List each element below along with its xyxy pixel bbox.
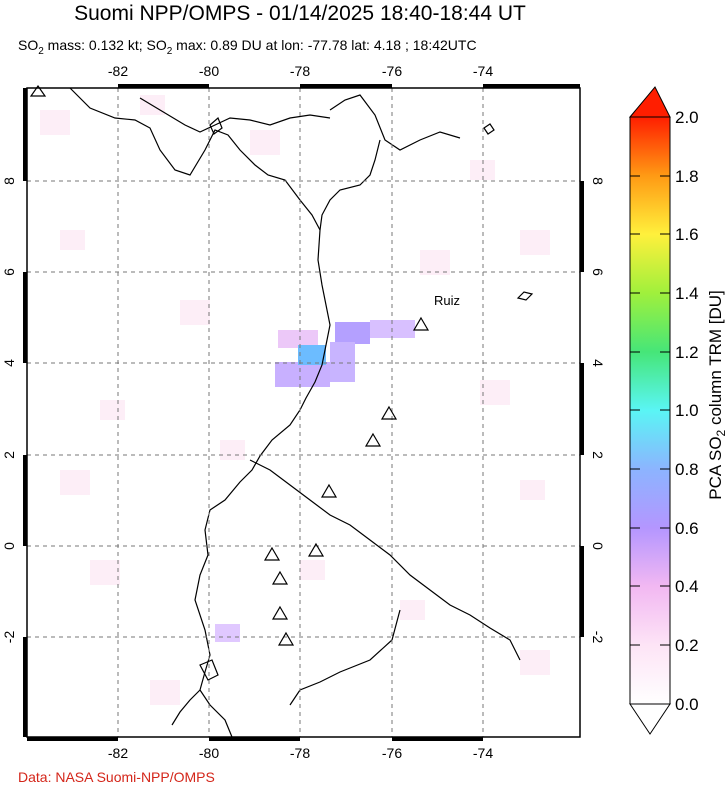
volcano-marker [320, 483, 338, 498]
svg-text:-80: -80 [199, 745, 219, 761]
svg-text:-78: -78 [290, 745, 310, 761]
volcano-marker [412, 316, 430, 331]
svg-text:1.4: 1.4 [675, 284, 699, 303]
background-pixels [40, 95, 550, 705]
svg-text:0.8: 0.8 [675, 460, 699, 479]
svg-text:8: 8 [590, 177, 606, 185]
svg-text:-2: -2 [590, 631, 606, 644]
coastlines [69, 87, 534, 738]
subtitle-so2-a: SO [18, 37, 39, 53]
svg-text:1.0: 1.0 [675, 401, 699, 420]
svg-text:1.2: 1.2 [675, 343, 699, 362]
volcano-marker [364, 432, 382, 447]
volcano-marker [271, 605, 289, 620]
lat-labels-right: 8 6 4 2 0 -2 [590, 177, 606, 643]
colorbar-top-arrow [628, 86, 671, 118]
svg-text:6: 6 [590, 268, 606, 276]
svg-text:4: 4 [590, 359, 606, 367]
colorbar-title: PCA SO2 column TRM [DU] [706, 290, 727, 500]
lon-labels-bottom: -82 -80 -78 -76 -74 [108, 745, 493, 761]
svg-text:0.6: 0.6 [675, 519, 699, 538]
svg-text:-76: -76 [382, 745, 402, 761]
lon-labels-top: -82 -80 -78 -76 -74 [108, 63, 493, 79]
lat-labels-left: 8 6 4 2 0 -2 [1, 177, 17, 643]
volcano-marker [307, 542, 325, 557]
svg-text:-76: -76 [382, 63, 402, 79]
volcano-marker [277, 631, 295, 646]
svg-text:0.4: 0.4 [675, 577, 699, 596]
svg-text:-78: -78 [290, 63, 310, 79]
colorbar-labels: 2.0 1.8 1.6 1.4 1.2 1.0 0.8 0.6 0.4 0.2 … [675, 108, 699, 714]
volcano-marker [29, 84, 47, 97]
svg-text:4: 4 [1, 359, 17, 367]
subtitle-sub-a: 2 [38, 45, 44, 57]
svg-text:-80: -80 [199, 63, 219, 79]
volcano-marker [263, 546, 281, 561]
subtitle-max-text: max: 0.89 DU at lon: -77.78 lat: 4.18 ; … [172, 37, 477, 53]
map-subtitle: SO2 mass: 0.132 kt; SO2 max: 0.89 DU at … [18, 37, 477, 57]
so2-plume [215, 320, 415, 642]
svg-text:-74: -74 [473, 745, 493, 761]
volcano-label-ruiz: Ruiz [434, 293, 460, 308]
svg-text:2: 2 [1, 451, 17, 459]
map-frame [23, 84, 584, 741]
svg-text:0.0: 0.0 [675, 695, 699, 714]
svg-text:0: 0 [590, 542, 606, 550]
svg-text:-82: -82 [108, 745, 128, 761]
colorbar-bottom-arrow [629, 703, 671, 735]
svg-text:-2: -2 [1, 631, 17, 644]
svg-text:2: 2 [590, 451, 606, 459]
svg-text:-82: -82 [108, 63, 128, 79]
svg-text:0.2: 0.2 [675, 636, 699, 655]
subtitle-mass-text: mass: 0.132 kt; SO [43, 37, 167, 53]
svg-text:0: 0 [1, 542, 17, 550]
svg-text:1.6: 1.6 [675, 225, 699, 244]
svg-text:6: 6 [1, 268, 17, 276]
volcano-marker [271, 570, 289, 585]
colorbar [628, 86, 671, 735]
data-credit: Data: NASA Suomi-NPP/OMPS [18, 769, 215, 785]
svg-text:1.8: 1.8 [675, 167, 699, 186]
svg-text:2.0: 2.0 [675, 108, 699, 127]
map-title: Suomi NPP/OMPS - 01/14/2025 18:40-18:44 … [74, 2, 526, 25]
subtitle-sub-b: 2 [166, 45, 173, 57]
svg-text:-74: -74 [473, 63, 493, 79]
volcano-marker [380, 405, 398, 420]
volcano-markers [29, 84, 430, 646]
svg-text:8: 8 [1, 177, 17, 185]
